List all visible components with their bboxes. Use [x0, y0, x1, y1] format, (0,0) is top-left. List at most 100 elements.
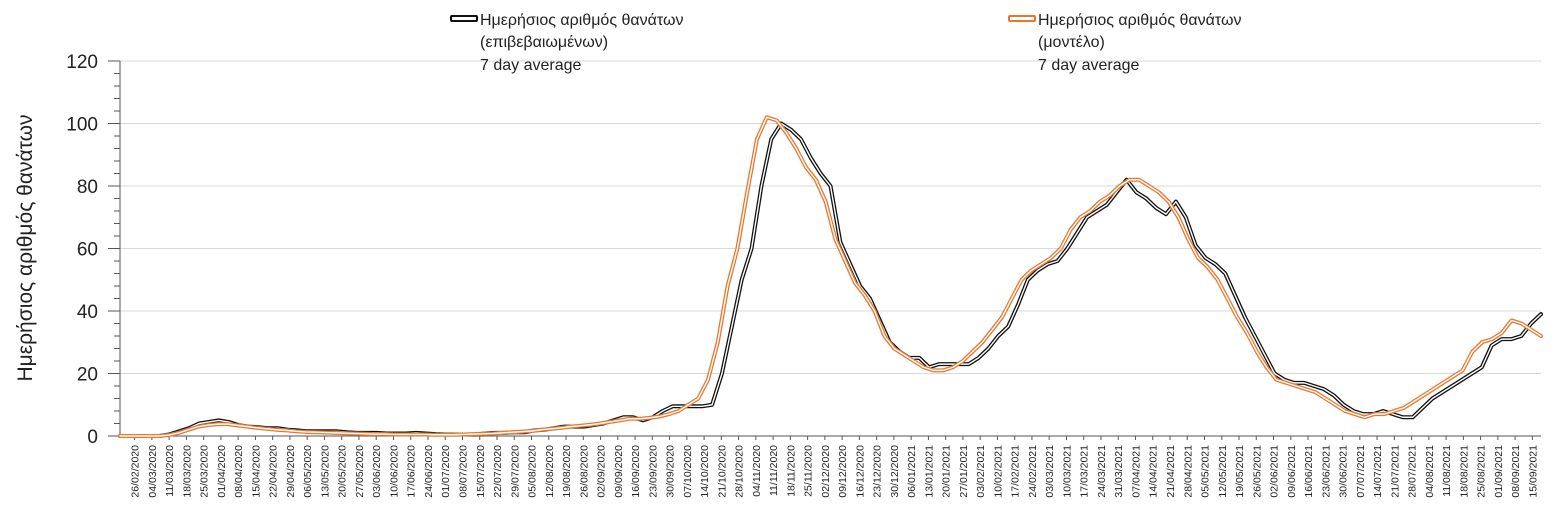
- y-axis-label: Ημερήσιος αριθμός θανάτων: [14, 114, 37, 381]
- x-tick-label: 17/02/2021: [1010, 445, 1022, 498]
- x-tick-label: 17/06/2020: [406, 445, 418, 498]
- x-tick-label: 04/08/2021: [1424, 445, 1436, 498]
- x-tick-label: 24/03/2021: [1096, 445, 1108, 498]
- x-tick-label: 04/11/2020: [751, 445, 763, 497]
- y-tick-label: 20: [77, 365, 98, 386]
- x-tick-label: 26/08/2020: [578, 445, 590, 498]
- legend-label-model-line1: Ημερήσιος αριθμός θανάτων: [1038, 12, 1241, 29]
- x-tick-label: 12/05/2021: [1217, 445, 1229, 498]
- x-tick-label: 18/08/2021: [1458, 445, 1470, 498]
- x-tick-label: 03/06/2020: [371, 445, 383, 498]
- x-tick-label: 20/01/2021: [941, 445, 953, 498]
- x-tick-label: 05/05/2021: [1200, 445, 1212, 498]
- x-tick-label: 07/04/2021: [1130, 445, 1142, 498]
- x-tick-label: 13/01/2021: [923, 445, 935, 498]
- x-tick-label: 28/04/2021: [1182, 445, 1194, 498]
- series-layer: [118, 115, 1543, 438]
- legend-swatch-confirmed: [450, 15, 478, 22]
- series-line-inner: [119, 116, 1542, 437]
- x-tick-label: 16/06/2021: [1303, 445, 1315, 498]
- gridlines: [120, 60, 1541, 374]
- x-tick-label: 24/06/2020: [423, 445, 435, 498]
- x-tick-label: 08/09/2021: [1510, 445, 1522, 498]
- x-tick-label: 04/03/2020: [147, 445, 159, 498]
- x-tick-label: 10/03/2021: [1061, 445, 1073, 498]
- x-tick-label: 30/06/2021: [1338, 445, 1350, 498]
- x-tick-label: 30/09/2020: [665, 445, 677, 498]
- x-tick-label: 14/07/2021: [1372, 445, 1384, 498]
- x-tick-label: 11/08/2021: [1441, 445, 1453, 497]
- x-tick-label: 18/11/2020: [785, 445, 797, 497]
- x-tick-label: 31/03/2021: [1113, 445, 1125, 498]
- x-tick-label: 14/10/2020: [699, 445, 711, 498]
- x-tick-label: 07/10/2020: [682, 445, 694, 498]
- x-tick-label: 27/05/2020: [354, 445, 366, 498]
- x-tick-label: 02/09/2020: [596, 445, 608, 498]
- x-tick-label: 16/12/2020: [854, 445, 866, 498]
- legend-entry-confirmed: Ημερήσιος αριθμός θανάτων (επιβεβαιωμένω…: [450, 12, 683, 74]
- x-tick-label: 25/11/2020: [803, 445, 815, 497]
- x-tick-label: 25/03/2020: [199, 445, 211, 498]
- x-tick-label: 06/05/2020: [302, 445, 314, 498]
- y-tick-label: 40: [77, 302, 98, 323]
- x-tick-label: 16/09/2020: [630, 445, 642, 498]
- x-tick-label: 24/02/2021: [1027, 445, 1039, 498]
- x-tick-label: 11/11/2020: [768, 445, 780, 496]
- legend-entry-model: Ημερήσιος αριθμός θανάτων (μοντέλο) 7 da…: [1008, 12, 1241, 74]
- x-tick-label: 26/02/2020: [130, 445, 142, 498]
- x-tick-label: 10/06/2020: [388, 445, 400, 498]
- series-1: [118, 115, 1543, 438]
- x-tick-label: 02/06/2021: [1269, 445, 1281, 498]
- x-tick-label: 14/04/2021: [1148, 445, 1160, 498]
- x-tick-label: 19/08/2020: [561, 445, 573, 498]
- x-tick-label: 02/12/2020: [820, 445, 832, 498]
- x-tick-label: 01/07/2020: [440, 445, 452, 498]
- x-tick-label: 05/08/2020: [527, 445, 539, 498]
- x-tick-label: 06/01/2021: [906, 445, 918, 498]
- y-tick-label: 0: [87, 427, 98, 448]
- x-tick-label: 28/10/2020: [734, 445, 746, 498]
- y-tick-label: 100: [66, 115, 98, 136]
- x-tick-label: 23/06/2021: [1320, 445, 1332, 498]
- x-tick-label: 25/08/2021: [1476, 445, 1488, 498]
- y-tick-label: 120: [66, 52, 98, 73]
- x-tick-label: 15/04/2020: [250, 445, 262, 498]
- x-tick-label: 08/04/2020: [233, 445, 245, 498]
- x-tick-label: 10/02/2021: [992, 445, 1004, 498]
- x-tick-label: 23/09/2020: [647, 445, 659, 498]
- x-tick-label: 01/04/2020: [216, 445, 228, 498]
- y-tick-label: 60: [77, 240, 98, 261]
- x-axis-ticks: 26/02/2020 04/03/2020 11/03/2020 18/03/2020…: [130, 436, 1539, 498]
- x-tick-label: 28/07/2021: [1407, 445, 1419, 498]
- legend-swatch-model: [1008, 15, 1036, 22]
- y-tick-label: 80: [77, 177, 98, 198]
- y-axis-ticks: 0 20 40 60 80 100 120: [66, 52, 120, 448]
- x-tick-label: 26/05/2021: [1251, 445, 1263, 498]
- x-tick-label: 15/09/2021: [1527, 445, 1539, 498]
- x-tick-label: 22/04/2020: [268, 445, 280, 498]
- x-tick-label: 09/12/2020: [837, 445, 849, 498]
- x-tick-label: 03/02/2021: [975, 445, 987, 498]
- legend-label-confirmed-line3: 7 day average: [480, 57, 582, 74]
- series-0: [118, 121, 1543, 438]
- x-tick-label: 30/12/2020: [889, 445, 901, 498]
- x-tick-label: 09/09/2020: [613, 445, 625, 498]
- x-tick-label: 21/07/2021: [1389, 445, 1401, 498]
- series-line-outline: [118, 121, 1543, 438]
- legend: Ημερήσιος αριθμός θανάτων (επιβεβαιωμένω…: [450, 12, 1241, 74]
- x-tick-label: 29/07/2020: [509, 445, 521, 498]
- series-line-outline: [118, 115, 1543, 438]
- x-tick-label: 08/07/2020: [457, 445, 469, 498]
- x-tick-label: 27/01/2021: [958, 445, 970, 498]
- x-tick-label: 23/12/2020: [872, 445, 884, 498]
- x-tick-label: 01/09/2021: [1493, 445, 1505, 498]
- x-tick-label: 21/10/2020: [716, 445, 728, 498]
- x-tick-label: 22/07/2020: [492, 445, 504, 498]
- x-tick-label: 09/06/2021: [1286, 445, 1298, 498]
- x-tick-label: 12/08/2020: [544, 445, 556, 498]
- x-tick-label: 20/05/2020: [337, 445, 349, 498]
- x-tick-label: 19/05/2021: [1234, 445, 1246, 498]
- x-tick-label: 18/03/2020: [181, 445, 193, 498]
- series-line-inner: [119, 122, 1542, 437]
